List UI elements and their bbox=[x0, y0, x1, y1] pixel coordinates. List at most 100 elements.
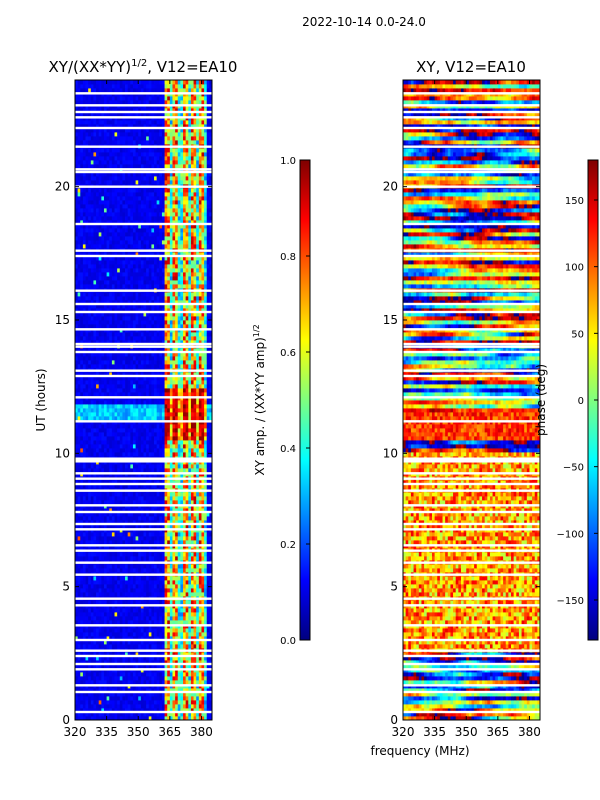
amp-cell bbox=[119, 408, 123, 413]
amp-cell bbox=[114, 692, 118, 697]
amp-cell bbox=[119, 656, 123, 661]
amp-cell bbox=[204, 520, 208, 525]
amp-cell bbox=[206, 372, 210, 377]
amp-cell bbox=[140, 432, 144, 437]
amp-cell bbox=[138, 616, 142, 621]
amp-cell bbox=[164, 400, 168, 405]
amp-cell bbox=[196, 692, 200, 697]
amp-cell bbox=[114, 664, 118, 669]
amp-cell bbox=[172, 376, 176, 381]
amp-cell bbox=[111, 516, 115, 521]
amp-cell bbox=[146, 424, 150, 429]
amp-cell bbox=[190, 588, 194, 593]
amp-cell bbox=[180, 588, 184, 593]
amp-cell bbox=[206, 444, 210, 449]
amp-cell bbox=[130, 384, 134, 389]
amp-cell bbox=[156, 340, 160, 345]
amp-cell bbox=[185, 508, 189, 513]
amp-cell bbox=[185, 376, 189, 381]
amp-cell bbox=[132, 576, 136, 581]
amp-cell bbox=[143, 700, 147, 705]
amp-cell bbox=[125, 608, 129, 613]
amp-cell bbox=[175, 516, 179, 521]
amp-cell bbox=[159, 696, 163, 701]
amp-cell bbox=[101, 592, 105, 597]
amp-cell bbox=[135, 508, 139, 513]
amp-cell bbox=[93, 692, 97, 697]
amp-cell bbox=[114, 516, 118, 521]
amp-cell bbox=[169, 340, 173, 345]
amp-cell bbox=[96, 436, 100, 441]
amp-cell bbox=[164, 444, 168, 449]
amp-cell bbox=[130, 680, 134, 685]
amp-cell bbox=[111, 428, 115, 433]
amp-cell bbox=[122, 588, 126, 593]
amp-cell bbox=[201, 600, 205, 605]
amp-cell bbox=[138, 428, 142, 433]
amp-cell bbox=[117, 540, 121, 545]
amp-cell bbox=[151, 360, 155, 365]
amp-cell bbox=[148, 540, 152, 545]
amp-cell bbox=[198, 432, 202, 437]
amp-cell bbox=[93, 592, 97, 597]
amp-cell bbox=[93, 704, 97, 709]
amp-cell bbox=[172, 536, 176, 541]
amp-cell bbox=[98, 436, 102, 441]
amp-cell bbox=[106, 656, 110, 661]
amp-cell bbox=[204, 568, 208, 573]
amp-cell bbox=[114, 608, 118, 613]
amp-cell bbox=[177, 564, 181, 569]
amp-cell bbox=[151, 432, 155, 437]
amp-cell bbox=[111, 496, 115, 501]
amp-cell bbox=[117, 384, 121, 389]
amp-cell bbox=[159, 592, 163, 597]
amp-cell bbox=[130, 516, 134, 521]
amp-cell bbox=[196, 428, 200, 433]
amp-cell bbox=[198, 616, 202, 621]
amp-cell bbox=[156, 408, 160, 413]
amp-cell bbox=[111, 632, 115, 637]
amp-cell bbox=[159, 432, 163, 437]
amp-cell bbox=[151, 412, 155, 417]
amp-cell bbox=[90, 696, 94, 701]
amp-cell bbox=[196, 584, 200, 589]
amp-cell bbox=[98, 364, 102, 369]
amp-cell bbox=[177, 708, 181, 713]
amp-cell bbox=[114, 672, 118, 677]
amp-cell bbox=[114, 336, 118, 341]
amp-cell bbox=[135, 360, 139, 365]
amp-cell bbox=[88, 484, 92, 489]
amp-cell bbox=[101, 412, 105, 417]
amp-cell bbox=[117, 480, 121, 485]
amp-cell bbox=[154, 468, 158, 473]
amp-cell bbox=[185, 688, 189, 693]
amp-cell bbox=[93, 600, 97, 605]
amp-cell bbox=[154, 580, 158, 585]
amp-cell bbox=[196, 352, 200, 357]
amp-cell bbox=[143, 436, 147, 441]
amp-cell bbox=[185, 404, 189, 409]
amp-cell bbox=[183, 496, 187, 501]
amp-cell bbox=[103, 672, 108, 677]
amp-cell bbox=[201, 520, 205, 525]
amp-cell bbox=[161, 376, 165, 381]
amp-cell bbox=[88, 540, 92, 545]
amp-cell bbox=[151, 712, 155, 717]
amp-cell bbox=[93, 412, 97, 417]
amp-cell bbox=[161, 552, 165, 557]
amp-cell bbox=[101, 552, 105, 557]
amp-cell bbox=[82, 580, 86, 585]
amp-cell bbox=[77, 516, 81, 521]
amp-cell bbox=[119, 552, 123, 557]
amp-cell bbox=[188, 576, 192, 581]
amp-cell bbox=[106, 540, 110, 545]
amp-cell bbox=[106, 464, 110, 469]
amp-cell bbox=[190, 568, 194, 573]
amp-cell bbox=[175, 352, 179, 357]
amp-cell bbox=[138, 384, 142, 389]
amp-cell bbox=[138, 688, 142, 693]
amp-cell bbox=[206, 600, 210, 605]
amp-cell bbox=[159, 580, 163, 585]
amp-cell bbox=[188, 516, 192, 521]
amp-cell bbox=[161, 656, 165, 661]
